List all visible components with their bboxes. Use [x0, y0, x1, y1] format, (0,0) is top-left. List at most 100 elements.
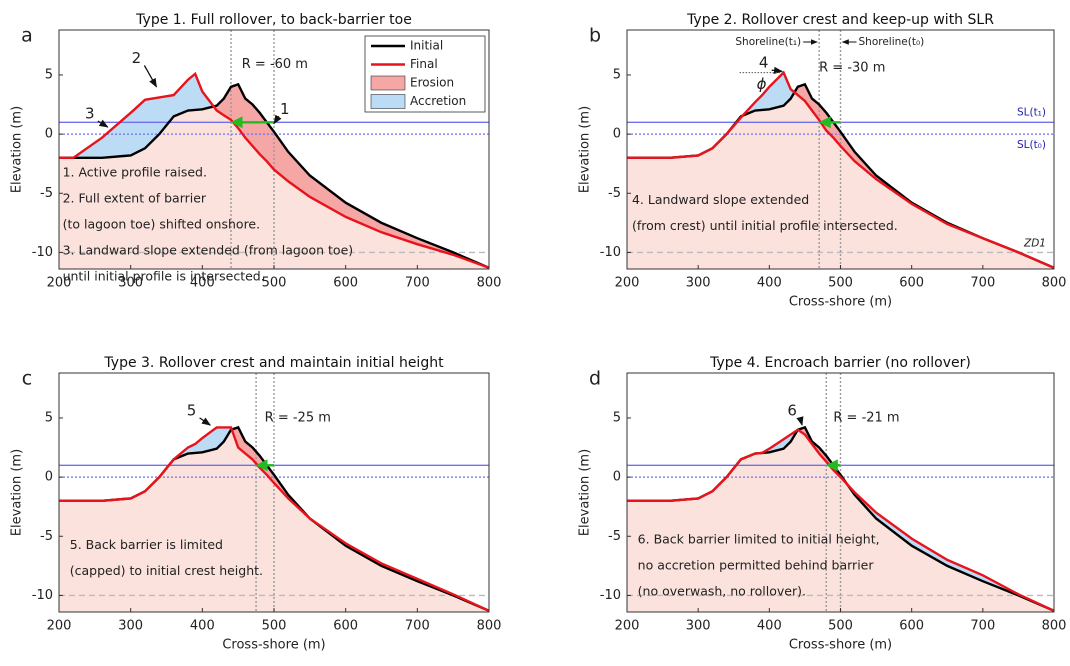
marker-label: 2 [132, 49, 142, 67]
under-final-area [627, 429, 1054, 612]
retreat-label: R = -25 m [265, 410, 331, 425]
marker-label: 1 [280, 100, 290, 118]
final-profile [627, 428, 1054, 612]
x-tick-label: 400 [757, 276, 782, 291]
panel: 200 300 400 500 600 700 800 -10 -5 0 5 Type 2. Roll… [578, 12, 1067, 310]
note: (capped) to initial crest height. [70, 563, 263, 578]
legend-label: Erosion [410, 76, 454, 90]
x-tick-label: 300 [118, 276, 143, 291]
x-tick-label: 700 [970, 276, 995, 291]
x-tick-label: 800 [1042, 619, 1067, 634]
final-profile [627, 70, 1054, 269]
y-tick-label: -5 [40, 529, 53, 544]
note: 5. Back barrier is limited [70, 537, 223, 552]
y-axis-label: Elevation (m) [10, 449, 25, 536]
under-final-area [627, 72, 1054, 269]
x-tick-label: 800 [477, 276, 502, 291]
x-tick-label: 400 [190, 276, 215, 291]
final-profile [59, 426, 489, 612]
chart-title: Type 1. Full rollover, to back-barrier t… [135, 12, 412, 28]
note: (from crest) until initial profile inter… [632, 218, 898, 233]
x-tick-label: 600 [333, 619, 358, 634]
slope-angle-label: ϕ [757, 75, 767, 93]
retreat-label: R = -21 m [833, 410, 899, 425]
y-axis-label: Elevation (m) [10, 106, 25, 193]
retreat-label: R = -60 m [242, 57, 308, 72]
note: 3. Landward slope extended (from lagoon … [63, 243, 354, 258]
legend: Initial Final Erosion Accretion [364, 35, 486, 113]
y-tick-label: 0 [45, 470, 53, 485]
panel: 200 300 400 500 600 700 800 -10 -5 0 5 Type 1. Full… [10, 12, 502, 291]
x-tick-label: 200 [615, 619, 640, 634]
note: no accretion permitted behind barrier [638, 557, 875, 572]
x-tick-label: 400 [190, 619, 215, 634]
marker-label: 4 [759, 54, 769, 72]
x-tick-label: 300 [686, 276, 711, 291]
y-tick-label: 5 [45, 410, 53, 425]
panel: 200 300 400 500 600 700 800 -10 -5 0 5 Type 4. Encr… [578, 355, 1067, 653]
legend-swatch [370, 94, 406, 109]
marker-arrow [199, 417, 211, 426]
chart-title: Type 3. Rollover crest and maintain init… [103, 355, 444, 371]
shoreline-label: Shoreline(t₁) [735, 36, 801, 48]
legend-label: Initial [410, 39, 443, 53]
chart-title: Type 2. Rollover crest and keep-up with … [686, 12, 994, 28]
y-tick-label: -10 [32, 588, 53, 603]
note: (no overwash, no rollover). [638, 583, 806, 598]
y-tick-label: 5 [613, 410, 621, 425]
note: 6. Back barrier limited to initial heigh… [638, 531, 880, 546]
x-tick-label: 700 [405, 619, 430, 634]
x-tick-label: 200 [47, 276, 72, 291]
x-tick-label: 500 [828, 276, 853, 291]
y-axis-label: Elevation (m) [578, 449, 593, 536]
y-tick-label: -10 [600, 245, 621, 260]
sea-level-label: SL(t₀) [1017, 139, 1046, 151]
marker-arrow [273, 114, 282, 125]
y-tick-label: -10 [32, 245, 53, 260]
chart-title: Type 4. Encroach barrier (no rollover) [709, 355, 971, 371]
marker-label: 5 [187, 401, 197, 419]
x-tick-label: 300 [118, 619, 143, 634]
marker-label: 6 [787, 401, 797, 419]
panel-label: d [589, 368, 601, 390]
legend-swatch [370, 75, 406, 91]
plot-area [627, 373, 1054, 612]
legend-label: Final [410, 57, 438, 71]
y-tick-label: 0 [613, 127, 621, 142]
x-tick-label: 600 [899, 619, 924, 634]
x-axis-label: Cross-shore (m) [222, 638, 325, 653]
shoreline-label: Shoreline(t₀) [859, 36, 925, 48]
x-tick-label: 200 [47, 619, 72, 634]
y-axis-label: Elevation (m) [578, 106, 593, 193]
marker-arrow [97, 119, 109, 128]
y-tick-label: 0 [613, 470, 621, 485]
note: (to lagoon toe) shifted onshore. [63, 217, 261, 232]
marker-arrow [771, 66, 784, 75]
panel-label: c [22, 368, 32, 390]
plot-area [627, 30, 1054, 269]
y-tick-label: -5 [608, 186, 621, 201]
y-tick-label: -5 [40, 186, 53, 201]
panel-label: a [21, 25, 33, 47]
closure-label: ZD1 [1023, 237, 1046, 249]
y-tick-label: 5 [613, 67, 621, 82]
note: until initial profile is intersected. [63, 269, 265, 284]
x-tick-label: 800 [1042, 276, 1067, 291]
y-tick-label: -10 [600, 588, 621, 603]
x-tick-label: 400 [757, 619, 782, 634]
x-axis-label: Cross-shore (m) [789, 638, 892, 653]
x-tick-label: 700 [405, 276, 430, 291]
retreat-label: R = -30 m [819, 60, 885, 75]
x-tick-label: 200 [615, 276, 640, 291]
plot-area [59, 373, 489, 612]
x-tick-label: 500 [828, 619, 853, 634]
initial-profile [59, 82, 489, 269]
note: 4. Landward slope extended [632, 192, 809, 207]
marker-arrow [796, 416, 804, 426]
x-tick-label: 600 [899, 276, 924, 291]
y-tick-label: 0 [45, 127, 53, 142]
note: 2. Full extent of barrier [63, 191, 207, 206]
x-tick-label: 700 [970, 619, 995, 634]
x-axis-label: Cross-shore (m) [789, 295, 892, 310]
